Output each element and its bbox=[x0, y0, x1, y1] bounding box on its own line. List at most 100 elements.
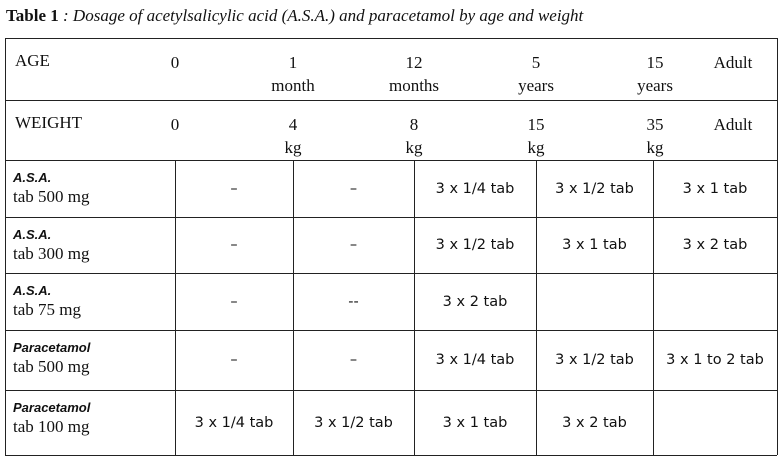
row-border bbox=[5, 100, 777, 101]
cell-border bbox=[414, 390, 415, 455]
cell-border bbox=[653, 273, 654, 330]
header-unit: kg bbox=[284, 138, 302, 157]
header-value: 15 years bbox=[610, 51, 700, 97]
header-number: 15 bbox=[527, 115, 545, 134]
dose-cell: -- bbox=[348, 293, 359, 310]
cell-border bbox=[536, 390, 537, 455]
cell-border bbox=[653, 160, 654, 217]
header-unit: years bbox=[518, 76, 554, 95]
dose-cell: – bbox=[230, 293, 238, 310]
header-number: 35 bbox=[646, 115, 664, 134]
table-border bbox=[777, 38, 778, 455]
drug-form: tab 500 mg bbox=[13, 357, 90, 376]
dose-cell: 3 x 1 to 2 tab bbox=[666, 352, 764, 368]
header-number: 1 bbox=[288, 53, 298, 72]
header-unit: month bbox=[271, 76, 315, 95]
header-value: 0 bbox=[170, 115, 180, 134]
cell-border bbox=[175, 273, 176, 330]
row-border bbox=[5, 390, 777, 391]
header-value: 12 months bbox=[369, 51, 459, 97]
row-border bbox=[5, 273, 777, 274]
header-number: 5 bbox=[531, 53, 541, 72]
cell-border bbox=[536, 330, 537, 390]
cell-border bbox=[293, 330, 294, 390]
header-value: 8 kg bbox=[369, 113, 459, 159]
header-unit: kg bbox=[405, 138, 423, 157]
header-unit: months bbox=[388, 76, 440, 95]
dose-cell: – bbox=[349, 237, 358, 253]
row-border bbox=[5, 160, 777, 161]
header-number: 12 bbox=[405, 53, 423, 72]
dose-cell: 3 x 1/2 tab bbox=[435, 237, 515, 253]
cell-border bbox=[175, 330, 176, 390]
table-border bbox=[5, 38, 6, 455]
dose-cell: 3 x 1/2 tab bbox=[555, 352, 634, 368]
cell-border bbox=[293, 273, 294, 330]
cell-border bbox=[414, 160, 415, 217]
dose-cell: – bbox=[349, 180, 358, 197]
row-border bbox=[5, 455, 777, 456]
drug-name: A.S.A. bbox=[13, 283, 52, 298]
dose-cell: – bbox=[230, 180, 238, 197]
drug-form: tab 500 mg bbox=[13, 187, 90, 206]
cell-border bbox=[293, 390, 294, 455]
dose-cell: 3 x 1 tab bbox=[562, 237, 627, 253]
cell-border bbox=[653, 217, 654, 273]
header-number: 8 bbox=[409, 115, 419, 134]
drug-form: tab 300 mg bbox=[13, 244, 90, 263]
header-value: Adult bbox=[713, 53, 753, 72]
header-value: 15 kg bbox=[491, 113, 581, 159]
dose-cell: 3 x 1/2 tab bbox=[314, 414, 393, 431]
cell-border bbox=[653, 330, 654, 390]
dose-cell: 3 x 2 tab bbox=[562, 414, 627, 431]
row-border bbox=[5, 217, 777, 218]
header-unit: years bbox=[637, 76, 673, 95]
header-value: 1 month bbox=[248, 51, 338, 97]
dose-cell: 3 x 1/2 tab bbox=[555, 180, 634, 197]
header-number: 15 bbox=[646, 53, 664, 72]
header-label: WEIGHT bbox=[15, 113, 83, 132]
dose-cell: – bbox=[230, 237, 238, 253]
header-label: AGE bbox=[15, 51, 50, 70]
dose-cell: – bbox=[230, 352, 238, 368]
cell-border bbox=[175, 217, 176, 273]
row-border bbox=[5, 330, 777, 331]
dose-cell: 3 x 1/4 tab bbox=[435, 180, 515, 197]
caption: Table 1 : Dosage of acetylsalicylic acid… bbox=[6, 6, 583, 26]
drug-form: tab 100 mg bbox=[13, 417, 90, 436]
cell-border bbox=[536, 160, 537, 217]
dose-cell: 3 x 1/4 tab bbox=[194, 414, 274, 431]
header-unit: kg bbox=[527, 138, 545, 157]
header-value: 4 kg bbox=[248, 113, 338, 159]
cell-border bbox=[293, 160, 294, 217]
dose-cell: 3 x 1 tab bbox=[682, 180, 748, 197]
header-unit: kg bbox=[646, 138, 664, 157]
header-value: 5 years bbox=[491, 51, 581, 97]
cell-border bbox=[293, 217, 294, 273]
drug-name: Paracetamol bbox=[13, 400, 91, 415]
row-border bbox=[5, 38, 777, 39]
header-number: 4 bbox=[288, 115, 298, 134]
cell-border bbox=[536, 273, 537, 330]
cell-border bbox=[536, 217, 537, 273]
header-value: Adult bbox=[713, 115, 753, 134]
drug-name: A.S.A. bbox=[13, 227, 52, 242]
drug-name: A.S.A. bbox=[13, 170, 52, 185]
header-value: 35 kg bbox=[610, 113, 700, 159]
caption-text: : Dosage of acetylsalicylic acid (A.S.A.… bbox=[63, 6, 584, 25]
cell-border bbox=[414, 330, 415, 390]
cell-border bbox=[653, 390, 654, 455]
header-value: 0 bbox=[170, 53, 180, 72]
caption-label: Table 1 bbox=[6, 6, 59, 25]
dose-cell: 3 x 1/4 tab bbox=[435, 352, 515, 368]
cell-border bbox=[175, 160, 176, 217]
dose-cell: – bbox=[349, 352, 358, 368]
dose-cell: 3 x 2 tab bbox=[682, 237, 748, 253]
cell-border bbox=[414, 217, 415, 273]
cell-border bbox=[414, 273, 415, 330]
cell-border bbox=[175, 390, 176, 455]
dose-cell: 3 x 2 tab bbox=[442, 293, 508, 310]
drug-name: Paracetamol bbox=[13, 340, 91, 355]
drug-form: tab 75 mg bbox=[13, 300, 81, 319]
